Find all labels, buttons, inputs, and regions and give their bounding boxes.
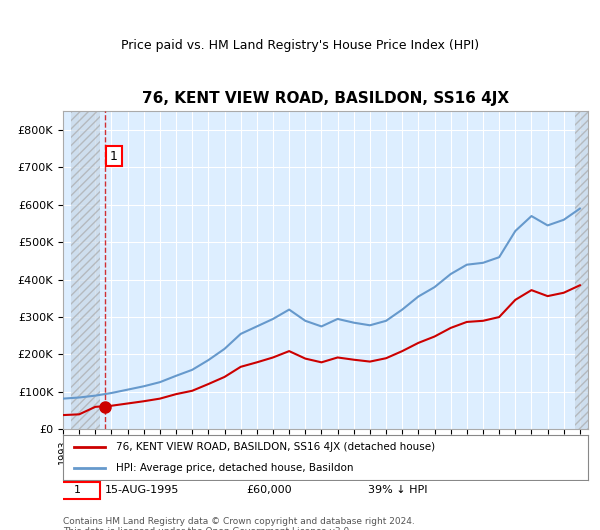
Bar: [575, 111, 588, 429]
Text: HPI: Average price, detached house, Basildon: HPI: Average price, detached house, Basi…: [115, 463, 353, 473]
Title: 76, KENT VIEW ROAD, BASILDON, SS16 4JX: 76, KENT VIEW ROAD, BASILDON, SS16 4JX: [142, 91, 509, 106]
Text: Price paid vs. HM Land Registry's House Price Index (HPI): Price paid vs. HM Land Registry's House …: [121, 39, 479, 51]
Text: 76, KENT VIEW ROAD, BASILDON, SS16 4JX (detached house): 76, KENT VIEW ROAD, BASILDON, SS16 4JX (…: [115, 442, 434, 452]
Text: 39% ↓ HPI: 39% ↓ HPI: [367, 485, 427, 496]
Text: Contains HM Land Registry data © Crown copyright and database right 2024.
This d: Contains HM Land Registry data © Crown c…: [63, 517, 415, 530]
Text: £60,000: £60,000: [247, 485, 292, 496]
Bar: [71, 111, 100, 429]
Text: 1: 1: [110, 149, 118, 163]
Text: 1: 1: [74, 485, 80, 496]
FancyBboxPatch shape: [55, 482, 100, 499]
Text: 15-AUG-1995: 15-AUG-1995: [105, 485, 179, 496]
